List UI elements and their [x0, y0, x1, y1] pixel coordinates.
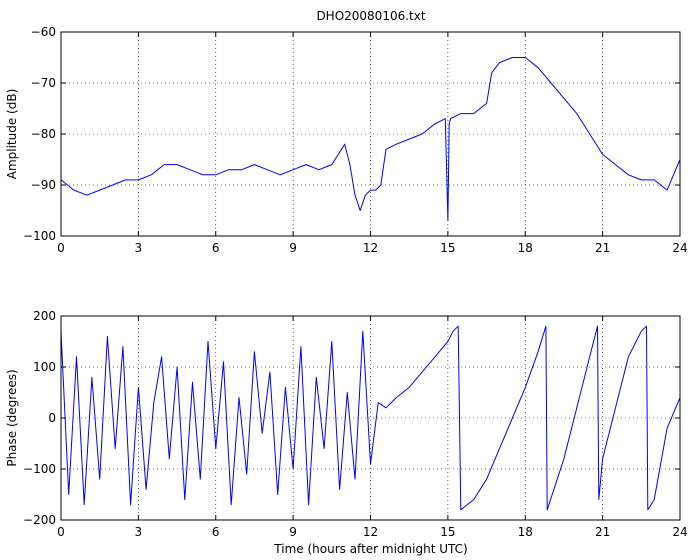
amplitude-y-tick-label: −90 [31, 178, 56, 192]
amplitude-panel: DHO20080106.txt 0 3 6 9 12 15 18 21 24 −100 −90 −80… [5, 9, 688, 255]
amplitude-y-axis-label: Amplitude (dB) [5, 89, 19, 180]
phase-y-tick-label: −100 [23, 462, 56, 476]
amplitude-ticks: 0 3 6 9 12 15 18 21 24 −100 −90 −80 −70 −60 [23, 25, 688, 255]
phase-y-tick-label: 100 [33, 360, 56, 374]
amplitude-data [60, 57, 681, 222]
phase-x-tick-label: 18 [518, 525, 533, 539]
phase-x-tick-label: 15 [440, 525, 455, 539]
phase-x-tick-label: 24 [672, 525, 687, 539]
phase-panel: 0 3 6 9 12 15 18 21 24 −200 −100 0 100 200 Phase (deg… [5, 309, 688, 556]
amplitude-y-tick-label: −100 [23, 229, 56, 243]
x-axis-label: Time (hours after midnight UTC) [273, 542, 467, 556]
phase-x-tick-label: 6 [212, 525, 220, 539]
phase-series-line-0 [60, 325, 681, 511]
amplitude-x-tick-label: 3 [135, 241, 143, 255]
amplitude-y-tick-label: −60 [31, 25, 56, 39]
amplitude-x-tick-label: 0 [57, 241, 65, 255]
chart-title: DHO20080106.txt [316, 9, 425, 23]
amplitude-x-tick-label: 12 [363, 241, 378, 255]
amplitude-y-tick-label: −70 [31, 76, 56, 90]
amplitude-y-tick-label: −80 [31, 127, 56, 141]
phase-data [60, 325, 681, 511]
phase-y-axis-label: Phase (degrees) [5, 369, 19, 466]
phase-x-tick-label: 9 [289, 525, 297, 539]
phase-x-tick-label: 12 [363, 525, 378, 539]
phase-y-tick-label: 200 [33, 309, 56, 323]
amplitude-x-tick-label: 21 [595, 241, 610, 255]
amplitude-series-line-0 [60, 57, 681, 222]
phase-x-tick-label: 0 [57, 525, 65, 539]
amplitude-x-tick-label: 9 [289, 241, 297, 255]
phase-y-tick-label: 0 [48, 411, 56, 425]
phase-y-tick-label: −200 [23, 513, 56, 527]
amplitude-x-tick-label: 24 [672, 241, 687, 255]
amplitude-x-tick-label: 18 [518, 241, 533, 255]
amplitude-x-tick-label: 6 [212, 241, 220, 255]
amplitude-x-tick-label: 15 [440, 241, 455, 255]
phase-x-tick-label: 21 [595, 525, 610, 539]
phase-ticks: 0 3 6 9 12 15 18 21 24 −200 −100 0 100 200 [23, 309, 688, 539]
phase-x-tick-label: 3 [135, 525, 143, 539]
